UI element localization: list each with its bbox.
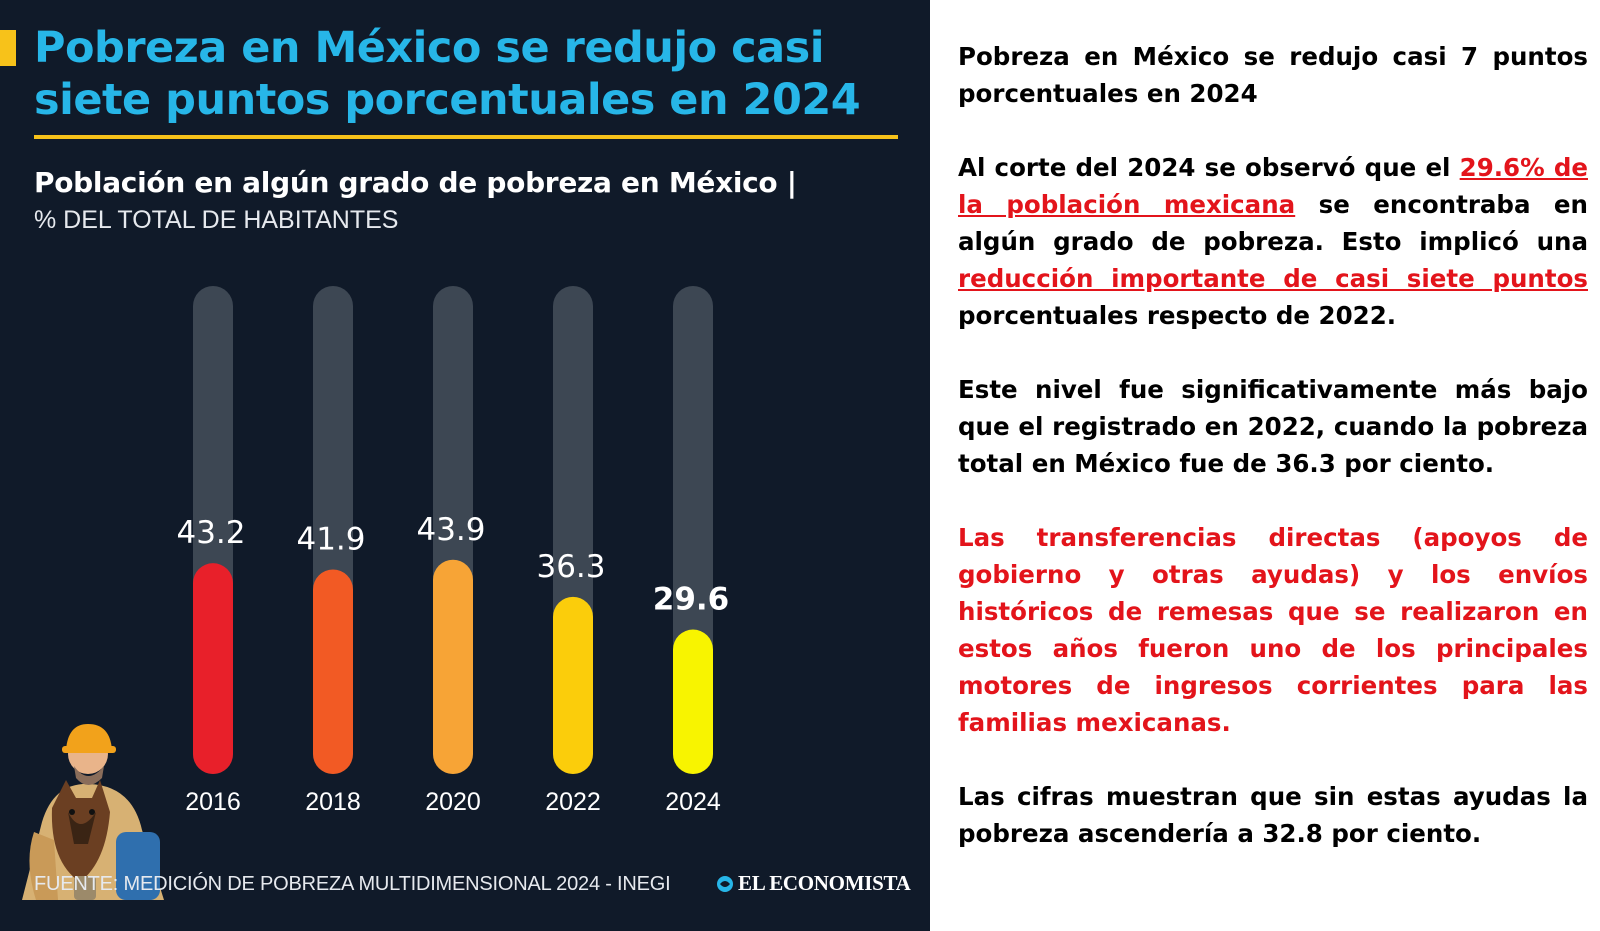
title-underline (34, 135, 898, 139)
p1-highlight-reduction: reducción importante de casi siete punto… (958, 264, 1588, 293)
worker-with-dog-illustration (22, 724, 164, 900)
category-label-2018: 2018 (305, 788, 361, 816)
bar-2018 (313, 569, 353, 774)
p1-text-a: Al corte del 2024 se observó que el (958, 153, 1460, 182)
article-paragraph-4: Las cifras muestran que sin estas ayudas… (958, 782, 1588, 848)
article-paragraph-3: Las transferencias directas (apoyos de g… (958, 523, 1588, 737)
article-paragraph-1: Al corte del 2024 se observó que el 29.6… (958, 149, 1588, 334)
publisher-name: EL ECONOMISTA (738, 871, 911, 895)
value-label-2024: 29.6 (653, 582, 730, 618)
value-label-2020: 43.9 (416, 512, 485, 548)
value-label-2018: 41.9 (296, 522, 365, 558)
value-label-2016: 43.2 (176, 515, 245, 551)
economista-logo-icon (717, 875, 733, 892)
bar-2022 (553, 596, 593, 774)
bar-2016 (193, 563, 233, 774)
chart-subheading: % DEL TOTAL DE HABITANTES (34, 206, 399, 234)
infographic-panel: Pobreza en México se redujo casi siete p… (0, 0, 930, 931)
p1-text-c: porcentuales respecto de 2022. (958, 301, 1397, 330)
article-text-panel: Pobreza en México se redujo casi 7 punto… (958, 38, 1588, 889)
publisher-logo: EL ECONOMISTA (716, 871, 911, 896)
chart-heading: Población en algún grado de pobreza en M… (34, 166, 797, 199)
value-label-2022: 36.3 (536, 549, 605, 585)
category-label-2024: 2024 (665, 788, 721, 816)
source-note: FUENTE: MEDICIÓN DE POBREZA MULTIDIMENSI… (34, 873, 671, 895)
bar-2024 (673, 629, 713, 774)
bar-2020 (433, 559, 473, 774)
infographic-title: Pobreza en México se redujo casi siete p… (34, 23, 861, 125)
article-paragraph-2: Este nivel fue significativamente más ba… (958, 375, 1588, 478)
p1-text-b: se encontraba en algún grado de pobreza.… (958, 190, 1588, 256)
category-label-2020: 2020 (425, 788, 481, 816)
category-label-2016: 2016 (185, 788, 241, 816)
category-label-2022: 2022 (545, 788, 601, 816)
p1-highlight-population: 29.6% de la población mexicana (958, 153, 1588, 219)
title-accent-tab (0, 30, 16, 66)
poverty-bar-chart: 43.2 2016 41.9 2018 43.9 2020 36.3 2022 29.6 2024 (176, 286, 730, 816)
article-heading: Pobreza en México se redujo casi 7 punto… (958, 42, 1588, 108)
